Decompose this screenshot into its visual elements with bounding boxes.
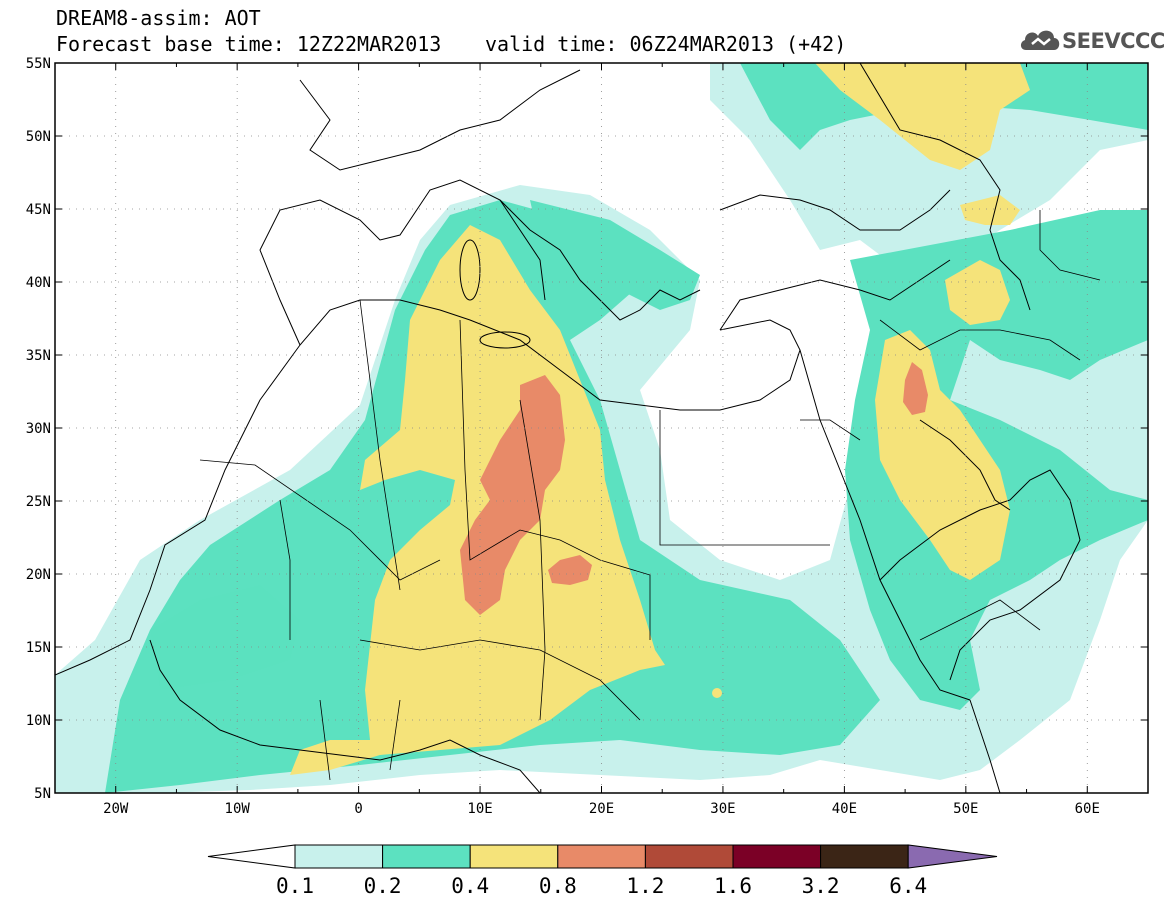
lat-tick-label: 55N xyxy=(26,56,51,72)
colorbar-swatch xyxy=(469,844,559,869)
valid-time: valid time: 06Z24MAR2013 (+42) xyxy=(485,32,847,56)
aot-band-0.4 xyxy=(290,63,1030,775)
colorbar-level-label: 1.6 xyxy=(714,874,752,898)
colorbar-swatch xyxy=(820,844,909,869)
lon-tick-label: 20W xyxy=(103,801,129,817)
lat-tick-label: 40N xyxy=(26,275,51,291)
colorbar-level-label: 0.1 xyxy=(276,874,314,898)
colorbar-under-arrow xyxy=(207,844,296,869)
lat-tick-label: 15N xyxy=(26,640,51,656)
colorbar-swatch xyxy=(644,844,734,869)
graticule xyxy=(55,63,1148,793)
colorbar-swatch xyxy=(557,844,646,869)
lon-tick-label: 50E xyxy=(953,801,978,817)
lon-tick-label: 40E xyxy=(832,801,857,817)
country-borders xyxy=(199,210,1101,781)
lat-tick-label: 45N xyxy=(26,202,51,218)
logo-text: SEEVCCC xyxy=(1062,29,1165,53)
aot-contours xyxy=(55,63,1148,793)
colorbar-swatch xyxy=(382,844,471,869)
latitude-axis: 55N 50N 45N 40N 35N 30N 25N 20N 15N 10N 5N xyxy=(26,56,51,802)
colorbar-over-arrow xyxy=(907,844,998,869)
longitude-axis: 20W 10W 0 10E 20E 30E 40E 50E 60E xyxy=(54,62,1149,817)
lat-tick-label: 10N xyxy=(26,713,51,729)
lat-tick-label: 20N xyxy=(26,567,51,583)
lon-tick-label: 10E xyxy=(467,801,492,817)
map-title: DREAM8-assim: AOT xyxy=(56,6,261,30)
colorbar-level-label: 0.8 xyxy=(539,874,577,898)
lat-tick-label: 30N xyxy=(26,421,51,437)
colorbar-level-label: 1.2 xyxy=(626,874,664,898)
seevccc-logo: SEEVCCC xyxy=(1018,22,1165,58)
lon-tick-label: 0 xyxy=(354,801,362,817)
colorbar-level-label: 6.4 xyxy=(889,874,927,898)
lat-tick-label: 25N xyxy=(26,494,51,510)
coastlines xyxy=(55,63,1081,793)
aot-band-0.8 xyxy=(460,362,928,615)
lon-tick-label: 60E xyxy=(1075,801,1100,817)
lat-tick-label: 50N xyxy=(26,129,51,145)
colorbar: 0.1 0.2 0.4 0.8 1.2 1.6 3.2 6.4 xyxy=(207,844,998,898)
lat-tick-label: 5N xyxy=(34,786,51,802)
lon-tick-label: 30E xyxy=(710,801,735,817)
lon-tick-label: 20E xyxy=(589,801,614,817)
forecast-base-time: Forecast base time: 12Z22MAR2013 xyxy=(56,32,442,56)
colorbar-level-label: 0.2 xyxy=(364,874,402,898)
colorbar-swatch xyxy=(732,844,822,869)
lon-tick-label: 10W xyxy=(225,801,251,817)
cloud-icon xyxy=(1020,30,1060,50)
colorbar-level-label: 3.2 xyxy=(802,874,840,898)
lat-tick-label: 35N xyxy=(26,348,51,364)
colorbar-level-label: 0.4 xyxy=(451,874,489,898)
colorbar-swatch xyxy=(294,844,384,869)
